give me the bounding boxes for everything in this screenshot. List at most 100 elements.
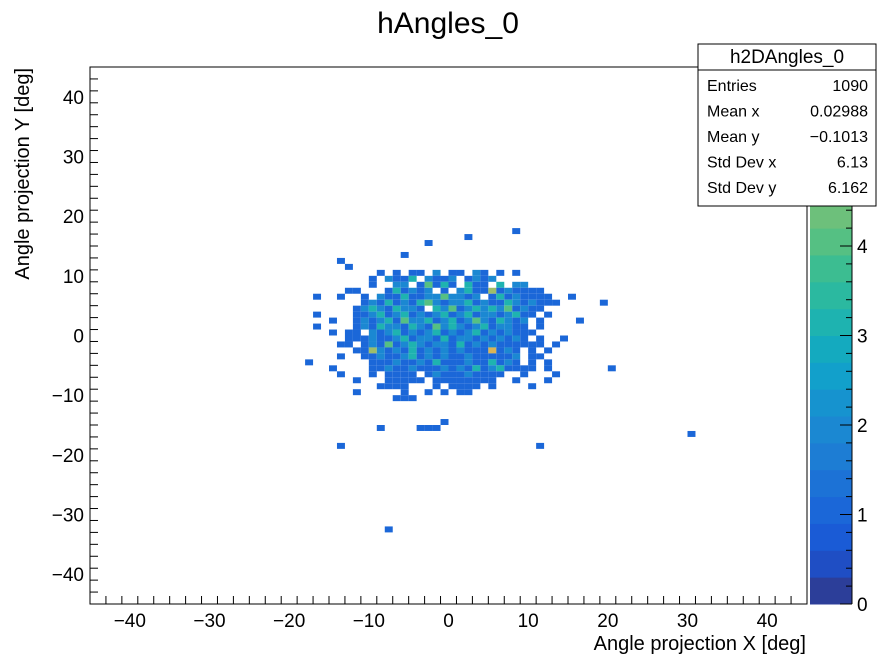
histogram-bin (528, 305, 537, 312)
stats-value: 0.02988 (810, 104, 868, 121)
histogram-bin (448, 353, 457, 360)
histogram-bin (440, 287, 449, 294)
histogram-bin (544, 365, 553, 372)
palette-segment (810, 335, 852, 363)
y-tick-label: −20 (52, 446, 84, 467)
histogram-bin (496, 353, 505, 360)
histogram-bin (440, 281, 449, 288)
histogram-bin (408, 335, 417, 342)
histogram-bin (536, 335, 545, 342)
palette-segment (810, 389, 852, 417)
histogram-bin (416, 287, 425, 294)
histogram-bin (384, 311, 393, 318)
histogram-bin (424, 335, 433, 342)
histogram-bin (536, 287, 545, 294)
histogram-bin (416, 353, 425, 360)
histogram-bin (448, 371, 457, 378)
histogram-bin (456, 329, 465, 336)
histogram-bin (384, 299, 393, 306)
stats-value: 6.162 (828, 180, 868, 197)
histogram-bin (400, 293, 409, 300)
histogram-bin (480, 347, 489, 354)
histogram-bin (456, 305, 465, 312)
histogram-bin (456, 311, 465, 318)
histogram-bin (368, 317, 377, 324)
histogram-bin (520, 281, 529, 288)
x-tick-label: −40 (114, 611, 146, 632)
histogram-bin (400, 317, 409, 324)
histogram-bin (480, 335, 489, 342)
histogram-bin (432, 377, 441, 384)
histogram-bin (392, 377, 401, 384)
stats-value: −0.1013 (810, 129, 868, 146)
histogram-bin (424, 365, 433, 372)
histogram-bin (464, 234, 473, 241)
histogram-bin (352, 329, 361, 336)
histogram-bin (496, 269, 505, 276)
stats-label: Std Dev x (707, 155, 776, 172)
histogram-bin (448, 359, 457, 366)
palette-segment (810, 416, 852, 444)
histogram-bin (440, 329, 449, 336)
histogram-bin (424, 275, 433, 282)
histogram-bin (504, 341, 513, 348)
histogram-bin (464, 317, 473, 324)
histogram-bin (528, 353, 537, 360)
histogram-bin (416, 293, 425, 300)
histogram-bin (392, 341, 401, 348)
histogram-bin (528, 359, 537, 366)
histogram-bin (416, 365, 425, 372)
histogram-bin (520, 335, 529, 342)
stats-label: Entries (707, 78, 757, 95)
histogram-bin (336, 353, 345, 360)
histogram-bin (552, 371, 561, 378)
histogram-bin (448, 329, 457, 336)
histogram-bin (512, 329, 521, 336)
histogram-bin (432, 341, 441, 348)
histogram-bin (432, 335, 441, 342)
histogram-bin (456, 341, 465, 348)
histogram-bin (448, 347, 457, 354)
histogram-bin (456, 371, 465, 378)
histogram-bin (392, 371, 401, 378)
histogram-bin (400, 395, 409, 402)
histogram-bin (368, 329, 377, 336)
histogram-bin (400, 305, 409, 312)
histogram-bin (488, 347, 497, 354)
histogram-bin (496, 359, 505, 366)
histogram-bin (448, 365, 457, 372)
histogram-bin (607, 365, 616, 372)
histogram-bin (512, 311, 521, 318)
histogram-bin (352, 335, 361, 342)
histogram-bin (456, 365, 465, 372)
histogram-bin (344, 341, 353, 348)
y-axis-label: Angle projection Y [deg] (12, 68, 34, 280)
histogram-bin (472, 383, 481, 390)
histogram-bin (432, 299, 441, 306)
histogram-bin (392, 329, 401, 336)
histogram-bin (560, 335, 568, 342)
histogram-bin (536, 323, 545, 330)
histogram-bin (480, 329, 489, 336)
histogram-bin (368, 335, 377, 342)
palette-tick-label: 2 (857, 416, 868, 437)
histogram-bin (424, 240, 433, 246)
histogram-bin (408, 377, 417, 384)
histogram-bin (488, 365, 497, 372)
stats-box-rows: Entries 1090 Mean x 0.02988 Mean y −0.1013 Std… (707, 78, 868, 197)
histogram-bin (440, 299, 449, 306)
palette-tick-label: 0 (857, 595, 868, 616)
histogram-bin (448, 293, 457, 300)
histogram-bin (360, 305, 369, 312)
y-tick-label: 40 (63, 88, 84, 109)
histogram-bin (424, 359, 433, 366)
x-tick-label: 10 (518, 611, 539, 632)
x-tick-label: 30 (677, 611, 698, 632)
histogram-bin (424, 389, 433, 396)
histogram-bin (488, 329, 497, 336)
histogram-bin (376, 383, 385, 390)
histogram-bin (376, 359, 385, 366)
histogram-bin (504, 305, 513, 312)
histogram-bin (528, 365, 537, 372)
histogram-bin (472, 323, 481, 330)
